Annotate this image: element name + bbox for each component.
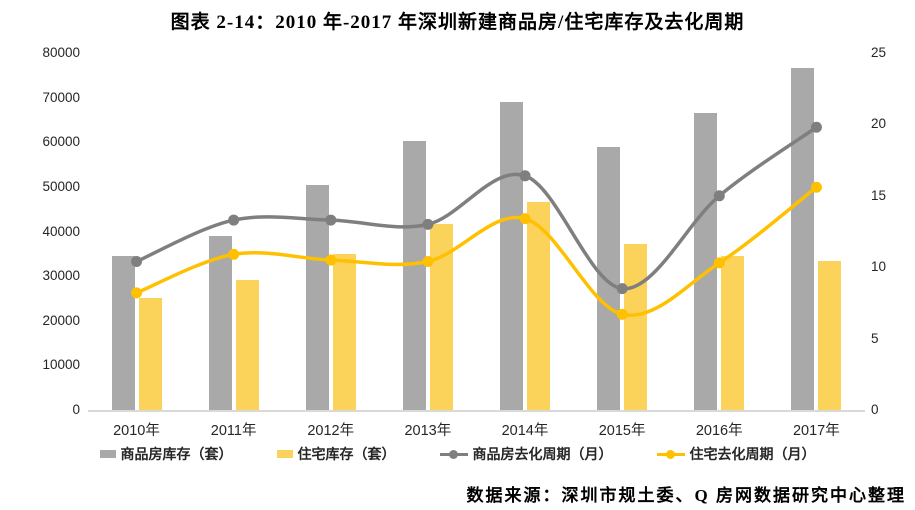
- point-commercial-destock-cycle: [228, 214, 240, 226]
- left-axis-tick: 20000: [42, 312, 80, 328]
- point-commercial-destock-cycle: [810, 121, 822, 133]
- bar-commercial-inventory: [402, 141, 426, 410]
- legend-line-swatch-icon: [439, 449, 468, 459]
- legend-item: 住宅去化周期（月）: [656, 444, 816, 464]
- bar-residential-inventory: [624, 243, 648, 410]
- bar-residential-inventory: [429, 223, 453, 410]
- point-residential-destock-cycle: [422, 255, 434, 267]
- legend-bar-swatch-icon: [99, 450, 116, 458]
- legend-label: 商品房库存（套）: [120, 446, 233, 462]
- legend-line-swatch-icon: [656, 449, 685, 459]
- legend-label: 住宅库存（套）: [297, 446, 396, 462]
- bar-commercial-inventory: [305, 185, 329, 410]
- chart-title: 图表 2-14：2010 年-2017 年深圳新建商品房/住宅库存及去化周期: [170, 12, 745, 33]
- point-residential-destock-cycle: [228, 248, 240, 260]
- x-axis-label: 2015年: [598, 423, 646, 439]
- point-residential-destock-cycle: [325, 254, 337, 266]
- left-axis-tick: 30000: [42, 268, 80, 284]
- right-axis-tick: 20: [871, 116, 887, 132]
- bar-residential-inventory: [138, 297, 162, 410]
- point-residential-destock-cycle: [810, 181, 822, 193]
- point-commercial-destock-cycle: [131, 255, 143, 267]
- x-axis-label: 2017年: [792, 423, 840, 439]
- legend-line-dot: [449, 449, 458, 459]
- right-axis-tick: 5: [871, 330, 879, 346]
- x-axis-label: 2014年: [501, 423, 549, 439]
- legend-bar-swatch-icon: [276, 450, 293, 458]
- point-commercial-destock-cycle: [713, 190, 725, 202]
- line-commercial-destock-cycle: [135, 125, 818, 291]
- legend-label: 商品房去化周期（月）: [472, 446, 613, 462]
- bar-residential-inventory: [721, 256, 745, 410]
- legend-label: 住宅去化周期（月）: [689, 446, 816, 462]
- point-residential-destock-cycle: [131, 287, 143, 299]
- legend-item: 商品房去化周期（月）: [439, 444, 613, 464]
- point-commercial-destock-cycle: [616, 283, 628, 295]
- point-residential-destock-cycle: [519, 213, 531, 225]
- left-axis-tick: 60000: [42, 134, 80, 150]
- bar-residential-inventory: [332, 253, 356, 410]
- line-layer: [131, 121, 822, 320]
- x-axis-label: 2012年: [307, 423, 355, 439]
- bar-commercial-inventory: [791, 67, 815, 410]
- line-residential-destock-cycle: [135, 185, 818, 318]
- bar-commercial-inventory: [694, 113, 718, 410]
- bar-commercial-inventory: [208, 236, 232, 410]
- bar-residential-inventory: [818, 260, 842, 410]
- left-axis-tick: 0: [72, 402, 80, 417]
- right-axis-tick: 15: [871, 187, 887, 203]
- point-commercial-destock-cycle: [325, 214, 337, 226]
- point-residential-destock-cycle: [713, 257, 725, 269]
- point-commercial-destock-cycle: [519, 170, 531, 182]
- right-axis-tick: 0: [871, 402, 879, 417]
- legend-item: 商品房库存（套）: [99, 444, 233, 464]
- x-axis-label: 2011年: [210, 423, 257, 439]
- left-axis-tick: 80000: [42, 45, 80, 60]
- bar-residential-inventory: [235, 280, 259, 410]
- left-axis-tick: 40000: [42, 223, 80, 239]
- point-commercial-destock-cycle: [422, 218, 434, 230]
- bar-residential-inventory: [527, 201, 551, 410]
- bar-commercial-inventory: [500, 101, 524, 410]
- bar-commercial-inventory: [597, 147, 621, 410]
- bar-commercial-inventory: [111, 255, 135, 410]
- plot-area: [88, 53, 865, 412]
- legend-item: 住宅库存（套）: [276, 444, 396, 464]
- legend-line-dot: [666, 449, 675, 459]
- left-axis-tick: 70000: [42, 89, 80, 105]
- point-residential-destock-cycle: [616, 308, 628, 320]
- legend: 商品房库存（套） 住宅库存（套） 商品房去化周期（月） 住宅去化周期（月）: [0, 444, 915, 464]
- data-source-note: 数据来源：深圳市规土委、Q 房网数据研究中心整理: [466, 486, 906, 505]
- x-axis-label: 2010年: [113, 423, 160, 439]
- right-axis-tick: 25: [871, 45, 887, 60]
- left-axis-tick: 50000: [42, 178, 80, 194]
- right-axis-tick: 10: [871, 259, 887, 275]
- x-axis-label: 2013年: [404, 423, 452, 439]
- left-axis-tick: 10000: [42, 357, 80, 373]
- x-axis-label: 2016年: [695, 423, 743, 439]
